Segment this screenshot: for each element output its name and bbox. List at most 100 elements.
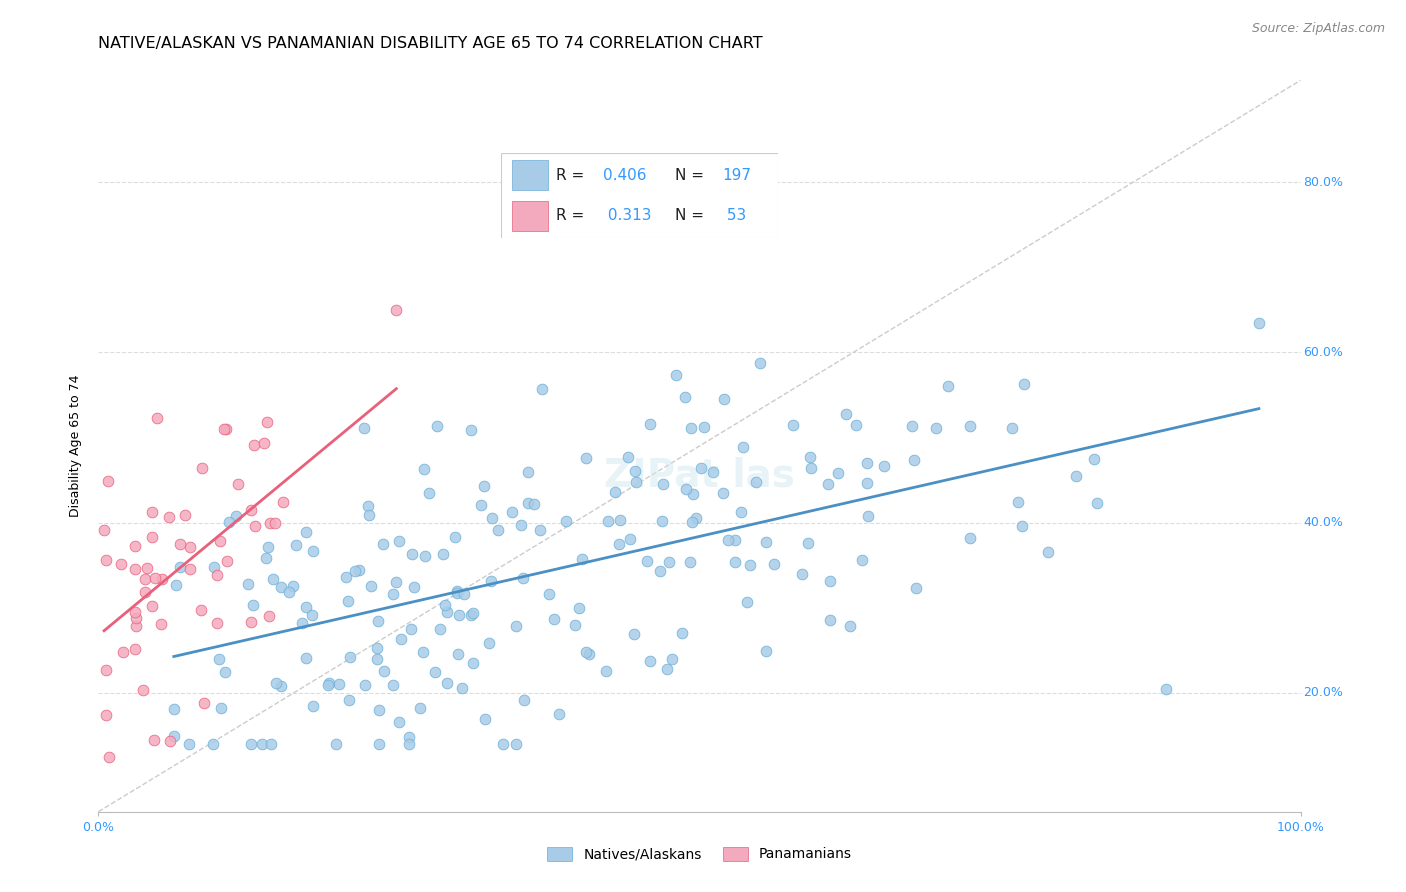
- Point: [724, 533, 747, 547]
- Point: [257, 609, 280, 624]
- Point: [110, 557, 132, 571]
- Point: [359, 508, 381, 523]
- Point: [800, 460, 823, 475]
- Point: [418, 486, 440, 500]
- Point: [125, 618, 148, 632]
- Point: [325, 737, 347, 751]
- Point: [179, 737, 201, 751]
- Point: [661, 652, 683, 666]
- Point: [624, 463, 647, 477]
- Point: [617, 450, 640, 464]
- Point: [679, 421, 702, 435]
- Point: [673, 390, 696, 404]
- Point: [205, 568, 228, 582]
- Point: [253, 436, 276, 450]
- Point: [624, 475, 647, 490]
- Point: [281, 579, 304, 593]
- Point: [136, 560, 159, 574]
- Point: [218, 515, 240, 529]
- Point: [1085, 496, 1108, 510]
- Point: [193, 697, 215, 711]
- Point: [318, 678, 340, 692]
- Point: [226, 477, 249, 491]
- Point: [367, 614, 389, 628]
- Point: [398, 737, 420, 751]
- Point: [97, 474, 120, 488]
- Point: [665, 368, 688, 382]
- Point: [1014, 376, 1036, 391]
- Text: 40.0%: 40.0%: [1303, 516, 1343, 529]
- Point: [1154, 681, 1177, 696]
- Point: [1083, 451, 1105, 466]
- Point: [609, 513, 631, 527]
- Point: [755, 534, 778, 549]
- Point: [745, 475, 768, 490]
- Point: [259, 516, 281, 530]
- Point: [239, 503, 262, 517]
- Point: [337, 692, 360, 706]
- Point: [93, 523, 115, 537]
- Point: [263, 516, 285, 531]
- Point: [141, 599, 163, 613]
- Point: [141, 530, 163, 544]
- Point: [94, 707, 117, 722]
- Point: [239, 615, 262, 629]
- Point: [389, 632, 412, 646]
- Point: [271, 495, 294, 509]
- Text: 197: 197: [723, 168, 751, 183]
- Text: ZIPat las: ZIPat las: [605, 456, 794, 494]
- Point: [124, 642, 146, 657]
- Point: [797, 536, 820, 550]
- Point: [731, 440, 754, 454]
- Point: [571, 552, 593, 566]
- Point: [851, 553, 873, 567]
- Point: [301, 607, 323, 622]
- Point: [124, 539, 146, 553]
- Point: [543, 612, 565, 626]
- Text: Source: ZipAtlas.com: Source: ZipAtlas.com: [1251, 22, 1385, 36]
- Point: [717, 533, 740, 548]
- Point: [492, 737, 515, 751]
- Point: [426, 419, 449, 434]
- Point: [474, 712, 496, 726]
- Point: [141, 505, 163, 519]
- Point: [568, 601, 591, 615]
- Point: [510, 518, 533, 533]
- Text: R =: R =: [557, 168, 585, 183]
- Text: 0.313: 0.313: [603, 208, 652, 223]
- Point: [260, 737, 283, 751]
- Point: [959, 418, 981, 433]
- Point: [357, 499, 380, 513]
- Point: [398, 730, 420, 744]
- Point: [353, 678, 375, 692]
- Point: [818, 574, 841, 588]
- Point: [165, 578, 187, 592]
- Point: [368, 703, 391, 717]
- Point: [264, 676, 287, 690]
- Point: [762, 557, 785, 571]
- Point: [208, 651, 231, 665]
- Point: [748, 356, 770, 370]
- Point: [479, 574, 502, 589]
- Point: [339, 650, 361, 665]
- Point: [607, 537, 630, 551]
- Point: [257, 540, 280, 554]
- Point: [619, 533, 641, 547]
- Point: [530, 382, 553, 396]
- Point: [461, 607, 484, 621]
- Point: [388, 534, 411, 549]
- Point: [1064, 469, 1087, 483]
- Point: [385, 574, 408, 589]
- Point: [215, 422, 238, 436]
- Point: [512, 693, 534, 707]
- Point: [382, 678, 405, 692]
- Point: [270, 679, 292, 693]
- Point: [401, 622, 423, 636]
- Point: [373, 665, 395, 679]
- Point: [142, 733, 165, 747]
- Point: [818, 613, 841, 627]
- Point: [681, 515, 703, 529]
- Point: [94, 552, 117, 566]
- Point: [925, 421, 948, 435]
- Point: [243, 438, 266, 452]
